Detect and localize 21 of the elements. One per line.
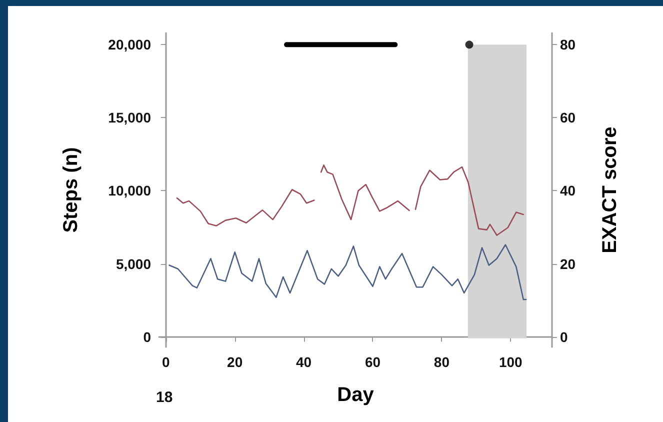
x-tick-label: 0 [162, 354, 170, 370]
y-tick-label: 5,000 [116, 256, 152, 272]
text: 18 [156, 389, 173, 406]
y-tick-label: 20,000 [108, 36, 152, 53]
y2-tick-label: 60 [560, 110, 576, 126]
y2-axis-title: EXACT score [599, 126, 621, 254]
x-tick-label: 40 [296, 354, 312, 370]
y-axis-title: Steps (n) [60, 147, 82, 233]
x-axis-title: Day [337, 384, 375, 406]
x-tick-label: 60 [364, 354, 381, 370]
y-tick-label: 15,000 [108, 110, 152, 126]
x-tick-label: 80 [434, 354, 450, 370]
y2-tick-label: 80 [560, 36, 576, 53]
y2-tick-label: 40 [560, 182, 576, 199]
x-tick-label: 100 [498, 354, 523, 370]
y2-tick-label: 20 [560, 256, 576, 272]
line-series [168, 244, 527, 300]
y2-tick-label: 0 [560, 328, 568, 345]
x-tick-label: 20 [227, 354, 243, 370]
y-tick-label: 0 [143, 328, 152, 345]
y-tick-label: 10,000 [108, 182, 152, 199]
